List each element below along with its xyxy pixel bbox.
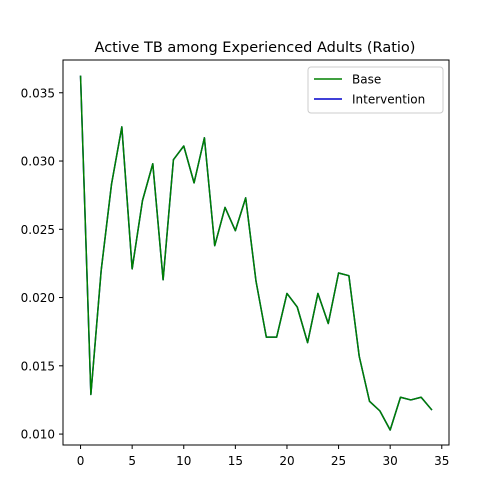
y-axis: 0.010 0.015 0.020 0.025 0.030 0.035 [21, 86, 63, 442]
x-tick-label: 20 [279, 454, 294, 468]
x-tick-label: 10 [176, 454, 191, 468]
x-tick-label: 0 [77, 454, 85, 468]
chart-title: Active TB among Experienced Adults (Rati… [95, 40, 416, 56]
legend-label-base: Base [352, 73, 381, 87]
y-tick-label: 0.015 [21, 359, 55, 373]
axes-frame [62, 59, 450, 446]
x-tick-label: 35 [434, 454, 449, 468]
x-tick-label: 15 [228, 454, 243, 468]
series-lines [79, 75, 433, 431]
y-tick-label: 0.020 [21, 291, 55, 305]
x-axis: 0 5 10 15 20 25 30 35 [77, 445, 449, 468]
y-tick-label: 0.035 [21, 86, 55, 100]
legend: Base Intervention [307, 66, 444, 114]
legend-label-intervention: Intervention [352, 93, 425, 107]
x-tick-label: 25 [331, 454, 346, 468]
y-tick-label: 0.010 [21, 428, 55, 442]
x-tick-label: 30 [383, 454, 398, 468]
x-tick-label: 5 [128, 454, 136, 468]
y-tick-label: 0.030 [21, 155, 55, 169]
y-tick-label: 0.025 [21, 223, 55, 237]
series-line-base [79, 75, 433, 431]
